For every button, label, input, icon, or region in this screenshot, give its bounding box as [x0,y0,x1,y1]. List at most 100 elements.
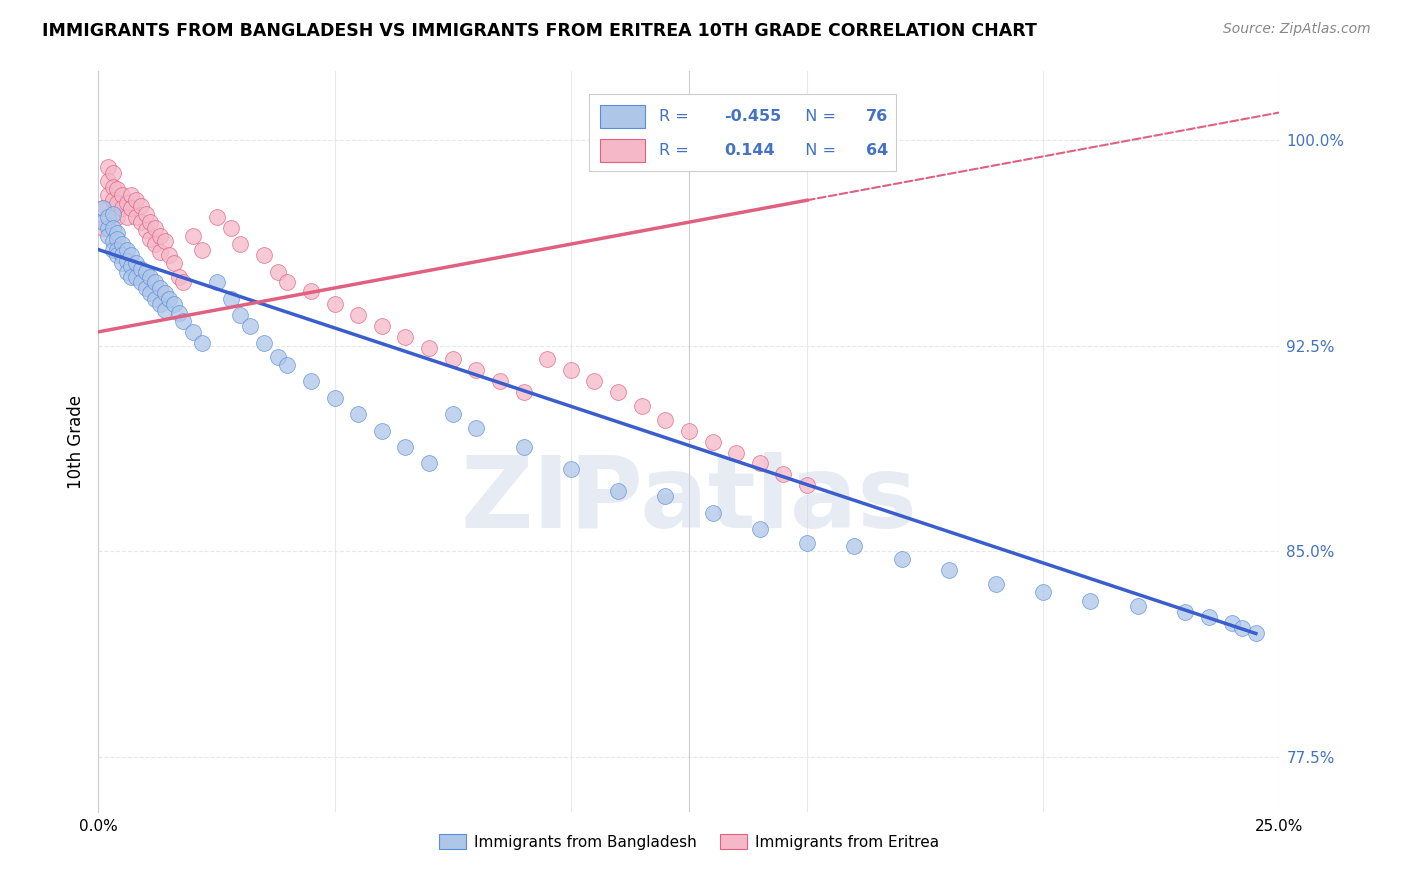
Point [299,374,322,388]
Point [654,412,676,426]
FancyBboxPatch shape [600,104,645,128]
Point [267,350,290,364]
Point [139,215,162,229]
Point [111,248,134,262]
Y-axis label: 10th Grade: 10th Grade [66,394,84,489]
Point [465,421,488,435]
Point [654,489,676,503]
Point [105,232,128,246]
Point [101,220,124,235]
Point [748,457,770,471]
Point [157,248,180,262]
Point [229,237,252,252]
Point [97,210,120,224]
Point [1220,615,1243,630]
Point [276,358,298,372]
Text: ZIPatlas: ZIPatlas [461,452,917,549]
Point [347,309,370,323]
Point [153,286,176,301]
Point [115,264,138,278]
Point [276,276,298,290]
Point [191,243,214,257]
Point [607,483,630,498]
Text: IMMIGRANTS FROM BANGLADESH VS IMMIGRANTS FROM ERITREA 10TH GRADE CORRELATION CHA: IMMIGRANTS FROM BANGLADESH VS IMMIGRANTS… [42,22,1038,40]
Point [938,563,960,577]
Point [323,391,346,405]
Point [844,539,866,553]
Point [121,270,143,285]
Point [139,270,162,285]
Point [97,187,120,202]
Point [560,462,582,476]
Point [172,314,194,328]
Point [725,445,748,459]
Point [139,232,162,246]
Point [607,385,630,400]
Point [205,276,228,290]
Point [143,292,166,306]
Point [163,256,186,270]
Point [115,196,138,211]
Point [115,253,138,268]
Point [267,264,290,278]
Point [1230,621,1253,635]
Point [111,202,134,216]
Point [105,243,128,257]
Point [139,286,162,301]
Point [121,248,143,262]
Point [1198,610,1220,624]
Point [702,434,724,449]
Text: Source: ZipAtlas.com: Source: ZipAtlas.com [1223,22,1371,37]
Point [121,187,143,202]
Point [153,302,176,317]
Point [1032,585,1054,599]
Point [129,199,152,213]
Point [135,264,157,278]
Point [101,179,124,194]
Text: 76: 76 [866,109,889,124]
Text: 64: 64 [866,143,889,158]
Point [418,457,440,471]
Point [111,256,134,270]
Point [149,228,172,243]
Point [441,407,464,421]
Point [371,424,394,438]
Point [748,522,770,536]
Point [91,220,114,235]
Point [890,552,912,566]
Point [105,210,128,224]
Point [101,193,124,207]
Point [149,281,172,295]
Point [135,281,157,295]
Point [115,243,138,257]
Point [1080,593,1102,607]
Point [323,297,346,311]
FancyBboxPatch shape [589,94,896,171]
Point [394,330,416,344]
Point [101,166,124,180]
Point [97,161,120,175]
Point [253,248,276,262]
FancyBboxPatch shape [600,139,645,162]
Point [984,577,1007,591]
Point [101,207,124,221]
Point [121,202,143,216]
Point [105,226,128,240]
Text: N =: N = [796,109,841,124]
Point [97,220,120,235]
Point [129,261,152,276]
Point [143,276,166,290]
Point [97,228,120,243]
Point [239,319,262,334]
Point [536,352,558,367]
Point [105,248,128,262]
Point [157,292,180,306]
Point [172,276,194,290]
Point [143,220,166,235]
Point [129,276,152,290]
Point [149,245,172,260]
Point [371,319,394,334]
Point [97,174,120,188]
Point [418,341,440,355]
Point [630,399,652,413]
